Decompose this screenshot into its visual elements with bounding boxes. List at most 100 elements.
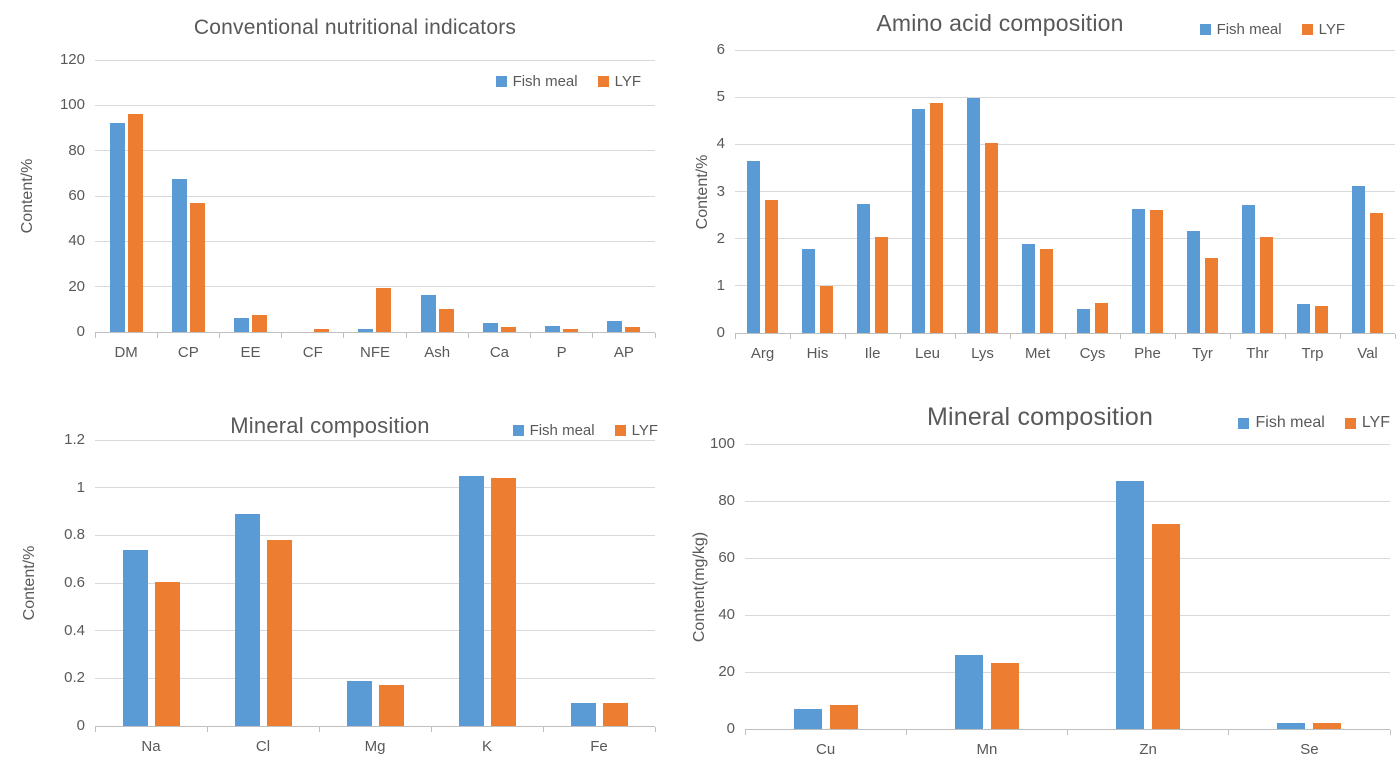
bar-fish-meal-His xyxy=(802,249,815,333)
bar-lyf-Ca xyxy=(500,327,516,332)
x-axis-tick xyxy=(430,727,432,732)
plot-area xyxy=(95,439,655,727)
bar-lyf-Cu xyxy=(829,705,858,729)
legend-label: Fish meal xyxy=(529,422,595,439)
gridline xyxy=(735,49,1395,51)
x-axis-tick xyxy=(281,333,283,338)
y-tick-label: 0 xyxy=(76,717,85,734)
bar-fish-meal-Tyr xyxy=(1187,231,1200,333)
bar-fish-meal-P xyxy=(545,325,561,332)
x-axis-tick xyxy=(654,333,656,338)
x-category-label: Trp xyxy=(1301,345,1324,362)
y-axis-label: Content(mg/kg) xyxy=(691,531,708,642)
gridline xyxy=(95,439,655,441)
y-tick-label: 100 xyxy=(709,435,735,452)
x-axis-tick xyxy=(1394,334,1396,339)
y-tick-label: 3 xyxy=(716,182,725,200)
legend-swatch-icon xyxy=(1344,417,1356,429)
bar-fish-meal-Fe xyxy=(570,703,596,726)
chart-panel-mineral-composition-mgkg: Mineral composition Content(mg/kg) 0 20 40 60… xyxy=(691,389,1400,778)
bar-fish-meal-Arg xyxy=(747,161,760,333)
bar-fish-meal-Mn xyxy=(954,654,983,729)
bar-fish-meal-Lys xyxy=(967,97,980,333)
gridline xyxy=(95,630,655,632)
gridline xyxy=(95,195,655,197)
legend-swatch-icon xyxy=(512,425,524,436)
bar-group-EE xyxy=(219,60,281,332)
legend-item-lyf: LYF xyxy=(1301,21,1345,38)
legend-swatch-icon xyxy=(614,425,626,436)
x-axis-tick xyxy=(1228,730,1230,735)
x-category-label: K xyxy=(481,738,492,755)
y-tick-label: 40 xyxy=(718,606,735,623)
gridline xyxy=(735,238,1395,240)
legend-item-fish-meal: Fish meal xyxy=(1199,21,1282,38)
bar-fish-meal-EE xyxy=(234,317,250,332)
x-category-label: Fe xyxy=(590,738,608,755)
y-tick-label: 0 xyxy=(726,720,735,737)
chart-panel-conventional-nutritional-indicators: Conventional nutritional indicators Conte… xyxy=(0,0,700,389)
x-axis-tick xyxy=(218,333,220,338)
legend-swatch-icon xyxy=(1199,24,1211,35)
bar-lyf-Na xyxy=(154,581,180,726)
gridline xyxy=(95,286,655,288)
bar-fish-meal-Leu xyxy=(912,108,925,333)
bar-group-Ca xyxy=(468,60,530,332)
bar-group-Leu xyxy=(900,50,955,333)
y-tick-label: 20 xyxy=(68,277,85,295)
x-axis-tick xyxy=(1229,334,1231,339)
x-axis-tick xyxy=(156,333,158,338)
bar-group-P xyxy=(531,60,593,332)
x-category-label: Lys xyxy=(971,345,994,362)
bar-group-NFE xyxy=(344,60,406,332)
gridline xyxy=(95,534,655,536)
bar-group-Mn xyxy=(906,444,1067,729)
bar-lyf-Fe xyxy=(602,703,628,726)
bar-lyf-Se xyxy=(1313,723,1342,729)
legend-label: LYF xyxy=(614,73,641,90)
x-axis-tick xyxy=(1174,334,1176,339)
bar-group-Ash xyxy=(406,60,468,332)
x-axis-tick xyxy=(530,333,532,338)
y-axis-label: Content/% xyxy=(19,158,36,234)
bar-fish-meal-K xyxy=(458,475,484,726)
legend: Fish meal LYF xyxy=(1199,21,1345,38)
bar-fish-meal-Ile xyxy=(857,204,870,333)
bar-fish-meal-Cu xyxy=(793,709,822,729)
bar-fish-meal-Cl xyxy=(234,513,260,726)
x-axis-tick xyxy=(1284,334,1286,339)
x-axis-tick xyxy=(1064,334,1066,339)
legend-item-fish-meal: Fish meal xyxy=(512,422,595,439)
chart-panel-mineral-composition-percent: Mineral composition Content/% 0 0.2 0.4 0.6 0.… xyxy=(0,389,700,778)
x-category-label: Cys xyxy=(1079,345,1106,362)
bar-group-Ile xyxy=(845,50,900,333)
x-axis-tick xyxy=(734,334,736,339)
bar-group-His xyxy=(790,50,845,333)
legend-label: LYF xyxy=(1361,414,1390,431)
legend: Fish meal LYF xyxy=(512,422,658,439)
x-category-label: Se xyxy=(1300,741,1319,758)
bar-group-Trp xyxy=(1285,50,1340,333)
bar-group-Fe xyxy=(543,440,655,726)
bar-group-Thr xyxy=(1230,50,1285,333)
bar-lyf-Ile xyxy=(875,236,888,333)
x-category-label: DM xyxy=(114,344,138,361)
legend-item-lyf: LYF xyxy=(614,422,658,439)
bar-fish-meal-NFE xyxy=(358,328,374,332)
chart-title: Mineral composition xyxy=(230,413,430,438)
x-category-label: Zn xyxy=(1139,741,1157,758)
gridline xyxy=(95,59,655,61)
y-tick-label: 0.2 xyxy=(64,669,85,687)
gridline xyxy=(95,104,655,106)
bar-fish-meal-Met xyxy=(1022,243,1035,333)
bar-group-CP xyxy=(157,60,219,332)
legend-label: Fish meal xyxy=(1216,21,1282,38)
bar-lyf-DM xyxy=(127,114,143,332)
bar-fish-meal-Thr xyxy=(1242,205,1255,333)
x-category-label: Ash xyxy=(424,344,451,361)
x-category-label: Na xyxy=(141,738,161,755)
bar-lyf-Arg xyxy=(765,200,778,333)
y-tick-label: 120 xyxy=(59,51,85,68)
gridline xyxy=(95,677,655,679)
gridline xyxy=(95,150,655,152)
